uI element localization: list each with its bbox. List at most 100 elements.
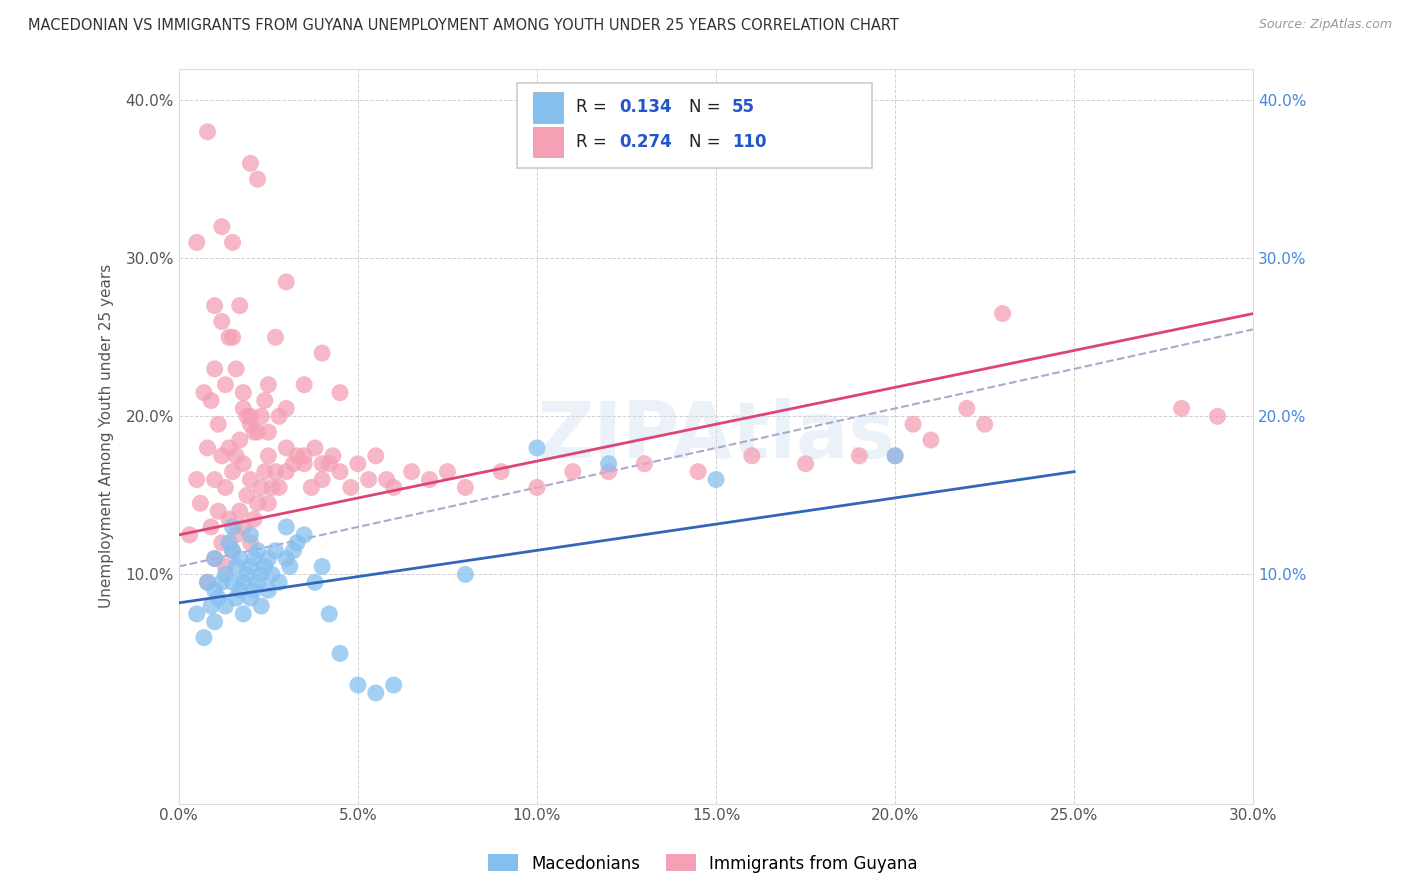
Point (253, 465, 276, 479)
Point (236, 567, 259, 582)
Point (204, 551, 226, 566)
Point (253, 393, 276, 408)
Point (299, 480, 322, 494)
Point (239, 156, 262, 170)
Point (221, 543, 243, 558)
Point (200, 520, 222, 534)
Point (292, 449, 315, 463)
Point (250, 567, 273, 582)
Y-axis label: Unemployment Among Youth under 25 years: Unemployment Among Youth under 25 years (100, 264, 114, 608)
Point (991, 307, 1014, 321)
Point (526, 480, 548, 494)
Point (260, 567, 283, 582)
Point (239, 417, 262, 432)
Point (246, 543, 269, 558)
Point (633, 457, 655, 471)
Point (207, 417, 229, 432)
Point (260, 480, 283, 494)
Point (239, 409, 262, 424)
Point (228, 551, 250, 566)
Point (884, 449, 907, 463)
Point (243, 512, 266, 526)
Point (228, 583, 250, 598)
Point (221, 465, 243, 479)
Point (257, 377, 280, 392)
Point (193, 631, 215, 645)
Point (239, 591, 262, 606)
Point (204, 473, 226, 487)
Point (211, 219, 233, 234)
Point (276, 401, 298, 416)
Point (311, 457, 333, 471)
Point (211, 535, 233, 549)
Point (276, 551, 298, 566)
Point (454, 567, 477, 582)
Point (561, 465, 583, 479)
Point (436, 465, 458, 479)
Point (218, 512, 240, 526)
Point (250, 480, 273, 494)
Point (197, 441, 219, 455)
Point (264, 330, 287, 344)
Text: 110: 110 (733, 133, 766, 151)
Point (1206, 409, 1229, 424)
Point (283, 543, 305, 558)
Point (704, 473, 727, 487)
Point (207, 504, 229, 518)
FancyBboxPatch shape (533, 127, 564, 158)
Point (214, 567, 236, 582)
Point (239, 535, 262, 549)
Point (197, 575, 219, 590)
Point (214, 599, 236, 613)
Point (283, 457, 305, 471)
Point (221, 520, 243, 534)
Point (232, 575, 254, 590)
Point (204, 551, 226, 566)
Point (232, 385, 254, 400)
Point (264, 543, 287, 558)
Point (257, 551, 280, 566)
Point (489, 465, 512, 479)
Point (236, 488, 259, 502)
Point (232, 401, 254, 416)
Point (228, 299, 250, 313)
Point (228, 504, 250, 518)
Point (214, 377, 236, 392)
Text: 55: 55 (733, 98, 755, 117)
Point (204, 615, 226, 629)
Point (225, 591, 247, 606)
Point (186, 473, 208, 487)
Point (257, 583, 280, 598)
Point (269, 480, 291, 494)
Point (848, 449, 870, 463)
Point (276, 465, 298, 479)
Point (246, 172, 269, 186)
Point (269, 575, 291, 590)
Point (292, 457, 315, 471)
Point (276, 520, 298, 534)
Point (239, 559, 262, 574)
Point (382, 480, 405, 494)
Point (329, 385, 352, 400)
Text: 0.274: 0.274 (620, 133, 672, 151)
Legend: Macedonians, Immigrants from Guyana: Macedonians, Immigrants from Guyana (482, 847, 924, 880)
Point (375, 473, 398, 487)
Point (318, 607, 340, 621)
Point (211, 449, 233, 463)
Point (884, 449, 907, 463)
Point (186, 607, 208, 621)
Point (285, 449, 308, 463)
Point (239, 528, 262, 542)
Point (225, 449, 247, 463)
Point (311, 559, 333, 574)
Point (364, 686, 387, 700)
Text: N =: N = (689, 133, 725, 151)
Point (956, 401, 979, 416)
Point (232, 607, 254, 621)
Point (598, 465, 620, 479)
Text: ZIPAtlas: ZIPAtlas (537, 398, 894, 474)
Point (688, 465, 710, 479)
Point (257, 425, 280, 439)
Point (211, 575, 233, 590)
Text: 0.134: 0.134 (620, 98, 672, 117)
